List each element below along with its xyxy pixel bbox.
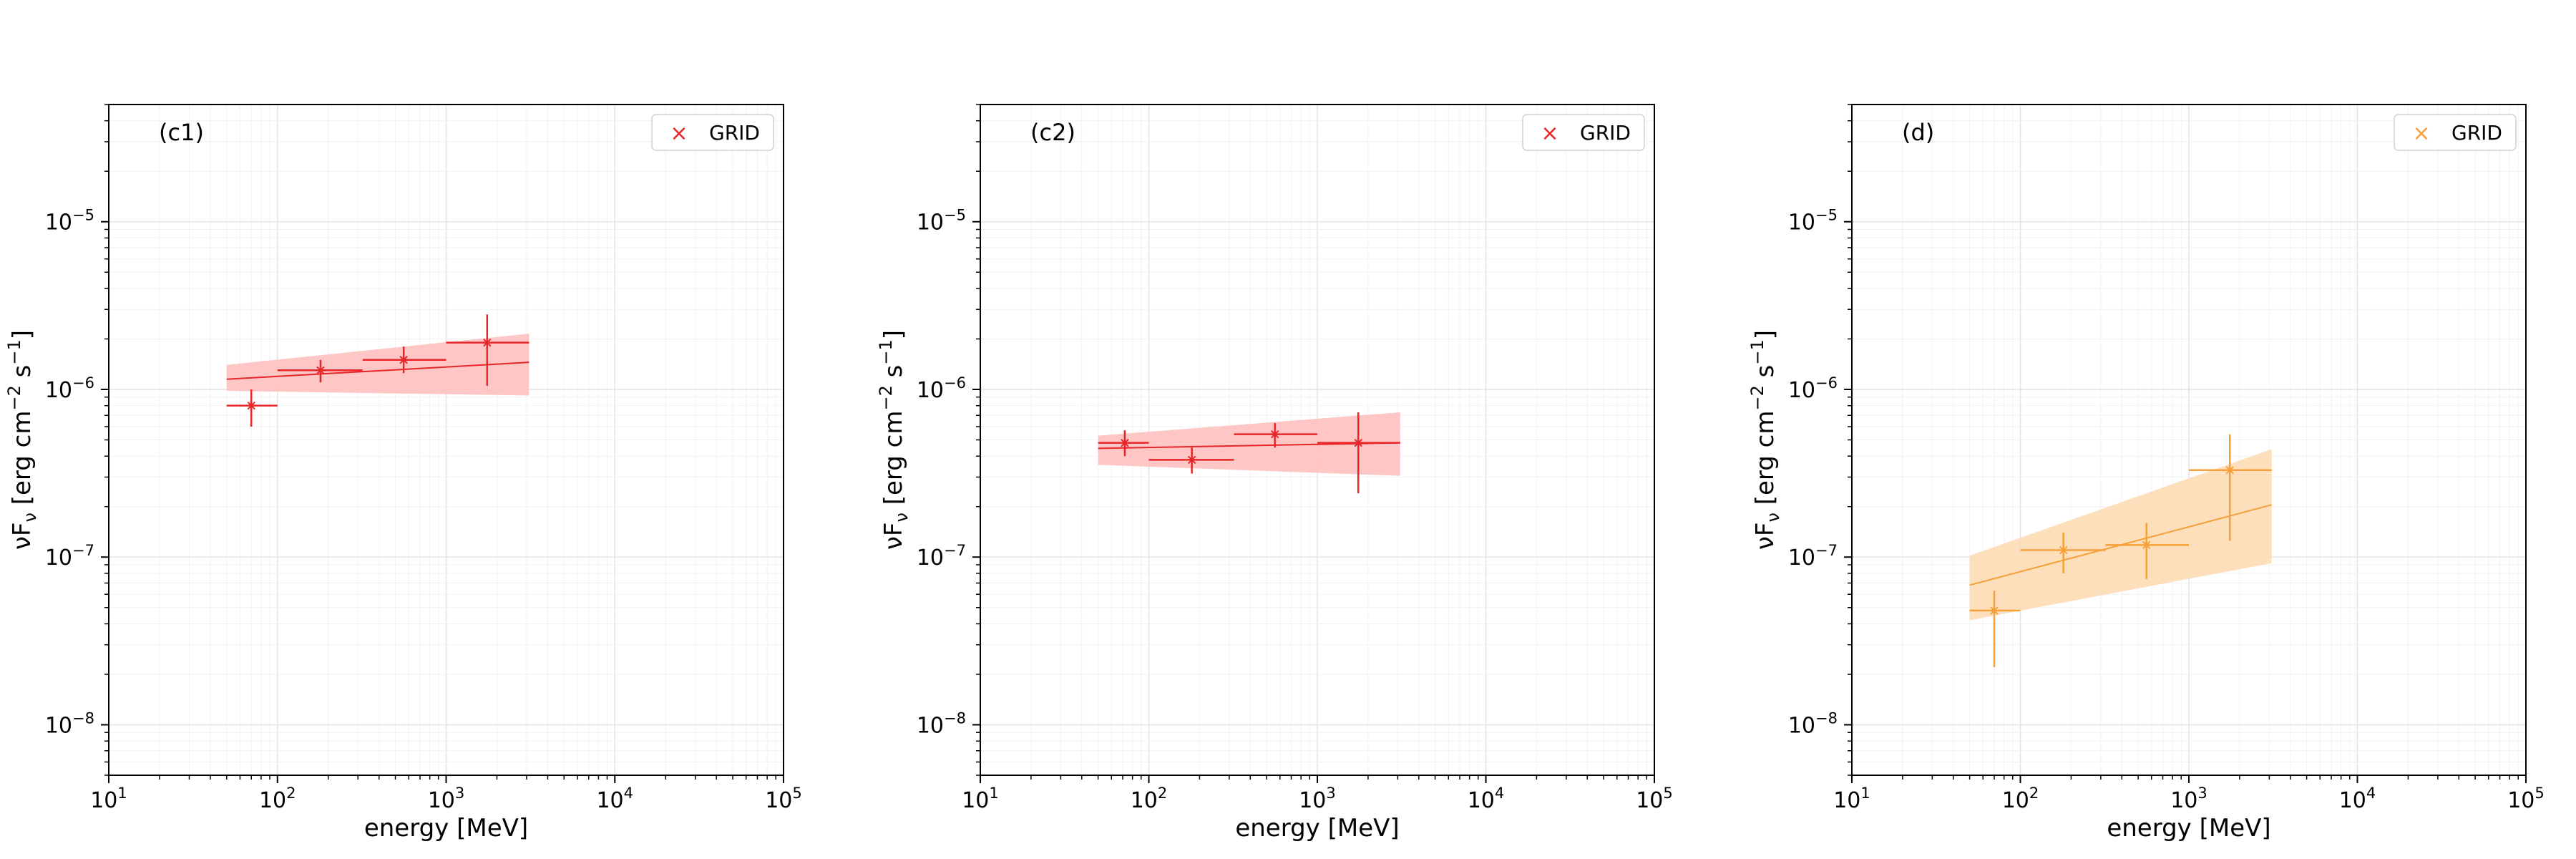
y-axis-label: νFν [erg cm−2 s−1] [876, 330, 912, 550]
y-tick-label: 10−8 [1788, 709, 1838, 738]
data-point [277, 359, 363, 383]
grid [1851, 104, 2526, 776]
y-axis-label: νFν [erg cm−2 s−1] [1747, 330, 1783, 550]
data-point [1234, 422, 1317, 448]
fit-line [226, 361, 530, 380]
point-marker [316, 366, 325, 374]
data-point [362, 346, 447, 374]
data-point [226, 389, 278, 427]
legend-label: GRID [709, 121, 760, 145]
y-tick-label: 10−8 [45, 709, 94, 738]
x-tick-label: 105 [2507, 785, 2545, 813]
point-marker [2059, 545, 2068, 555]
legend-box [651, 114, 774, 151]
legend-label: GRID [1580, 121, 1631, 145]
legend-marker-icon: × [670, 121, 688, 146]
fit-line [1098, 442, 1400, 450]
confidence-band [226, 334, 530, 396]
y-tick-label: 10−7 [1788, 542, 1838, 571]
x-tick-label: 103 [428, 785, 465, 813]
point-marker [247, 401, 255, 410]
x-tick-label: 102 [2002, 785, 2039, 813]
x-tick-label: 104 [1468, 785, 1505, 813]
point-marker [1121, 438, 1129, 447]
y-tick-label: 10−6 [45, 374, 94, 403]
x-tick-label: 104 [596, 785, 633, 813]
point-marker [2225, 466, 2234, 475]
x-axis-label: energy [MeV] [1235, 814, 1399, 843]
panel-3: 101 102 103 104 105 10−8 10−7 10−6 10−5 energy [M… [1747, 104, 2545, 843]
y-tick-label: 10−5 [1788, 207, 1838, 236]
x-axis-label: energy [MeV] [364, 814, 528, 843]
data-point [1148, 447, 1234, 474]
panel-2: 101 102 103 104 105 10−8 10−7 10−6 10−5 energy [M… [876, 104, 1673, 843]
x-tick-label: 104 [2339, 785, 2376, 813]
panel-label: (d) [1902, 119, 1934, 146]
point-marker [2142, 540, 2151, 550]
panel-1: 101 102 103 104 105 10−8 10−7 10−6 10−5 energy [M… [4, 104, 802, 843]
data-point [1317, 412, 1400, 494]
x-axis-label: energy [MeV] [2107, 814, 2270, 843]
point-marker [1187, 455, 1196, 465]
x-tick-label: 102 [1131, 785, 1168, 813]
point-marker [1990, 606, 1999, 615]
x-tick-label: 103 [1299, 785, 1336, 813]
point-marker [399, 356, 408, 364]
x-tick-label: 105 [765, 785, 802, 813]
y-tick-label: 10−7 [917, 542, 966, 571]
legend-label: GRID [2451, 121, 2502, 145]
y-tick-label: 10−6 [1788, 374, 1838, 403]
data-point [2105, 523, 2189, 579]
x-tick-label: 101 [1833, 785, 1870, 813]
x-tick-label: 105 [1636, 785, 1673, 813]
x-tick-label: 103 [2170, 785, 2207, 813]
y-tick-label: 10−7 [45, 542, 94, 571]
confidence-band [1969, 449, 2272, 621]
y-tick-label: 10−5 [45, 207, 94, 236]
x-tick-label: 101 [90, 785, 127, 813]
y-tick-label: 10−8 [917, 709, 966, 738]
y-tick-label: 10−6 [917, 374, 966, 403]
data-point [1969, 591, 2021, 668]
data-point [1098, 430, 1149, 457]
legend: × GRID [2394, 114, 2517, 151]
x-tick-label: 101 [962, 785, 999, 813]
legend-marker-icon: × [1541, 121, 1558, 146]
legend-box [1522, 114, 1645, 151]
point-marker [1270, 430, 1279, 439]
panel-label: (c1) [159, 119, 204, 146]
point-marker [483, 338, 492, 347]
legend-marker-icon: × [2412, 121, 2430, 146]
y-axis-label: νFν [erg cm−2 s−1] [4, 330, 40, 550]
legend: × GRID [651, 114, 774, 151]
legend-box [2394, 114, 2517, 151]
x-tick-label: 102 [259, 785, 296, 813]
point-marker [1354, 438, 1362, 447]
y-tick-label: 10−5 [917, 207, 966, 236]
panel-label: (c2) [1030, 119, 1075, 146]
legend: × GRID [1522, 114, 1645, 151]
data-point [2020, 533, 2106, 573]
grid [980, 104, 1654, 776]
grid [108, 104, 784, 776]
data-point [2189, 434, 2272, 541]
data-point [446, 314, 530, 387]
